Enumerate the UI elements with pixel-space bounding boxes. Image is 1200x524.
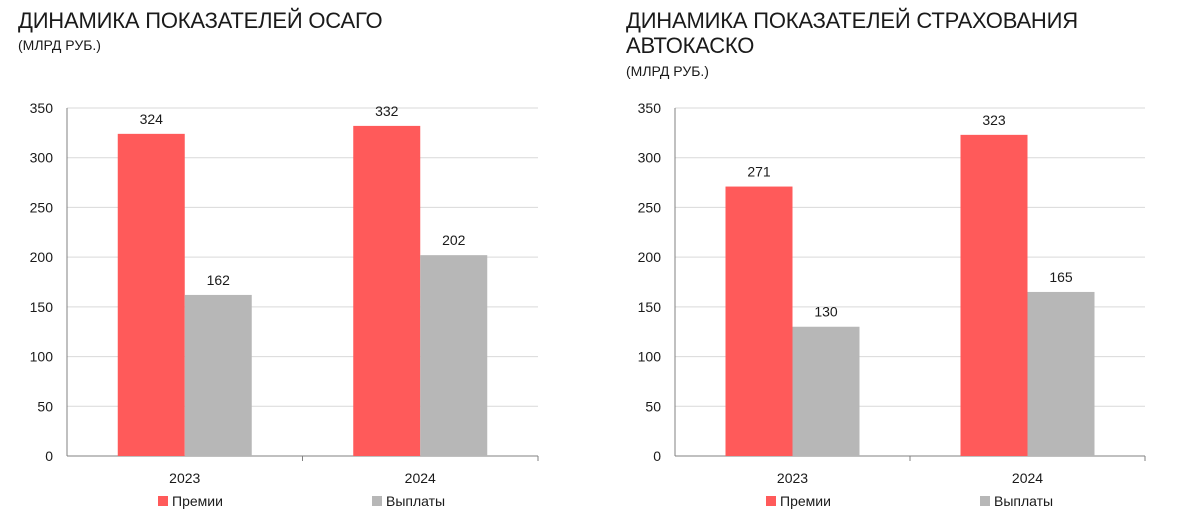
y-tick-label: 350	[30, 100, 54, 116]
x-tick-label: 2023	[777, 470, 808, 486]
y-tick-label: 200	[30, 249, 54, 265]
y-tick-label: 250	[638, 199, 662, 215]
y-tick-label: 200	[638, 249, 662, 265]
legend-swatch-premiums	[158, 496, 168, 506]
y-tick-label: 100	[638, 349, 662, 365]
data-label: 332	[375, 103, 399, 119]
data-label: 162	[207, 272, 231, 288]
x-tick-label: 2024	[405, 470, 436, 486]
x-tick-label: 2023	[169, 470, 200, 486]
legend-swatch-premiums	[766, 496, 776, 506]
kasko-bar-chart: 0 50 100 150 200 250 300 350 2023 271 130 2024 323 16…	[638, 100, 1146, 509]
bar-payouts-2024	[420, 255, 488, 456]
y-tick-label: 250	[30, 199, 54, 215]
kasko-chart-panel: ДИНАМИКА ПОКАЗАТЕЛЕЙ СТРАХОВАНИЯ АВТОКАС…	[608, 0, 1200, 524]
y-tick-label: 300	[30, 150, 54, 166]
data-label: 202	[442, 232, 466, 248]
y-tick-label: 50	[645, 398, 661, 414]
osago-chart-subtitle: (МЛРД РУБ.)	[18, 37, 101, 53]
bar-payouts-2023	[792, 326, 860, 456]
bar-premiums-2024	[960, 134, 1028, 457]
bar-payouts-2023	[184, 294, 252, 456]
data-label: 324	[140, 111, 164, 127]
data-label: 323	[982, 112, 1006, 128]
data-label: 130	[814, 304, 838, 320]
bar-premiums-2023	[117, 133, 185, 456]
y-tick-label: 50	[37, 398, 53, 414]
legend-label-payouts: Выплаты	[994, 493, 1053, 509]
y-tick-label: 300	[638, 150, 662, 166]
legend-label-payouts: Выплаты	[386, 493, 445, 509]
kasko-chart-subtitle: (МЛРД РУБ.)	[626, 63, 709, 79]
data-label: 271	[747, 164, 771, 180]
kasko-chart-title: ДИНАМИКА ПОКАЗАТЕЛЕЙ СТРАХОВАНИЯ АВТОКАС…	[626, 8, 1078, 58]
osago-chart-title: ДИНАМИКА ПОКАЗАТЕЛЕЙ ОСАГО	[18, 8, 383, 33]
bar-payouts-2024	[1027, 291, 1095, 456]
y-tick-label: 350	[638, 100, 662, 116]
legend-label-premiums: Премии	[172, 493, 223, 509]
y-tick-label: 0	[45, 448, 53, 464]
legend-label-premiums: Премии	[780, 493, 831, 509]
osago-chart-panel: ДИНАМИКА ПОКАЗАТЕЛЕЙ ОСАГО (МЛРД РУБ.) 0…	[0, 0, 580, 524]
bar-premiums-2024	[353, 125, 421, 456]
osago-bar-chart: 0 50 100 150 200 250 300 350 2023 324 162 2024 332 20…	[30, 100, 539, 509]
data-label: 165	[1049, 269, 1073, 285]
x-tick-label: 2024	[1012, 470, 1043, 486]
legend-swatch-payouts	[372, 496, 382, 506]
y-tick-label: 150	[30, 299, 54, 315]
y-tick-label: 100	[30, 349, 54, 365]
legend-swatch-payouts	[980, 496, 990, 506]
y-tick-label: 0	[653, 448, 661, 464]
y-tick-label: 150	[638, 299, 662, 315]
bar-premiums-2023	[725, 186, 793, 456]
